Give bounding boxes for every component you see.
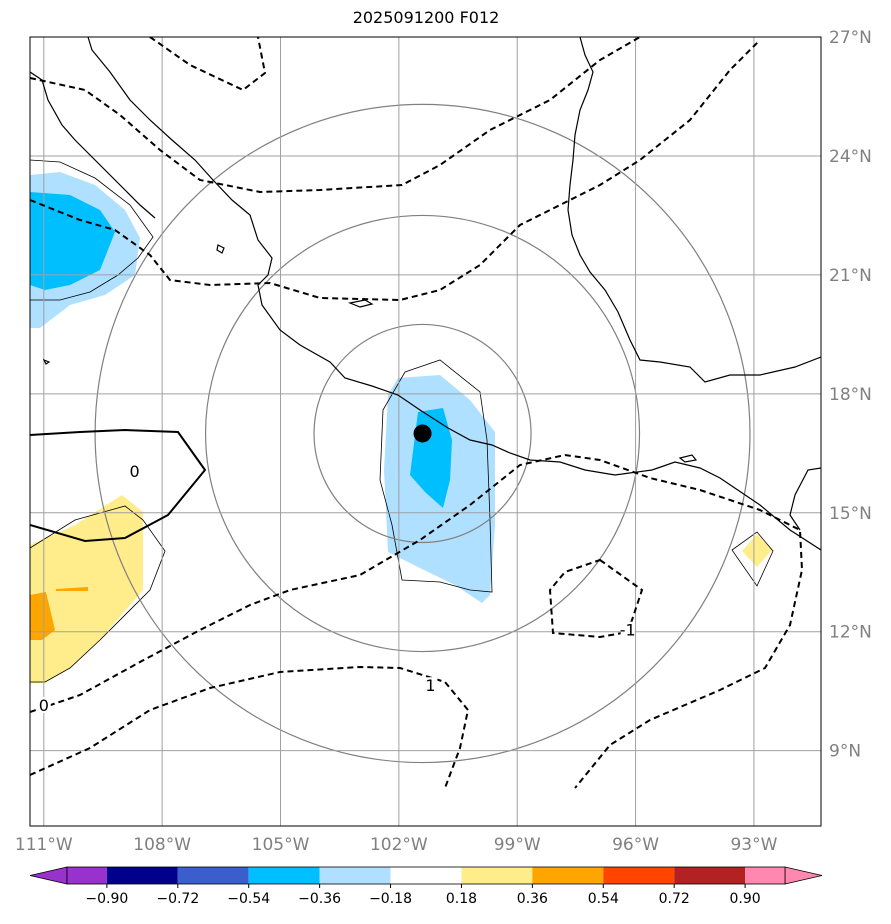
- lat-tick-label: 9°N: [829, 742, 861, 762]
- island-3: [678, 454, 698, 463]
- colorbar-label: 0.36: [517, 891, 548, 907]
- island-1: [216, 244, 225, 254]
- dashed-contours: [30, 37, 804, 789]
- contour-label: -1: [620, 621, 636, 640]
- colorbar-segment: [67, 867, 107, 884]
- contour-labels: 0 0 1 -1: [36, 462, 636, 715]
- contour-label: 0: [39, 696, 49, 715]
- contour-zero-solid: [30, 428, 207, 543]
- outline-e: [731, 531, 774, 587]
- contour-label-bg: [620, 621, 635, 638]
- lon-tick-label: 108°W: [133, 835, 191, 855]
- colorbar-segment: [319, 867, 391, 884]
- lat-tick-label: 15°N: [829, 504, 872, 524]
- contour-dashed-2: [149, 37, 267, 92]
- contour-label: 1: [425, 676, 435, 695]
- latitude-ticks: 27°N 24°N 21°N 18°N 15°N 12°N 9°N: [829, 28, 872, 762]
- range-ring: [94, 103, 751, 764]
- lat-tick-label: 21°N: [829, 266, 872, 286]
- shade-orange-sw: [30, 592, 55, 640]
- colorbar-extend-low: [29, 866, 68, 885]
- colorbar-label: 0.90: [730, 891, 761, 907]
- colorbar-label: −0.90: [85, 891, 128, 907]
- colorbar-label: −0.72: [156, 891, 199, 907]
- colorbar-label: 0.72: [659, 891, 690, 907]
- contour-label-bg: [423, 677, 438, 694]
- shade-yellow-e: [742, 534, 772, 567]
- colorbar-segment: [603, 867, 675, 884]
- colorbar-label: −0.18: [369, 891, 412, 907]
- colorbar-segment: [390, 867, 462, 884]
- colorbar-label: −0.54: [227, 891, 270, 907]
- colorbar-label: 0.54: [588, 891, 619, 907]
- coastline-baja: [30, 71, 156, 219]
- lat-tick-label: 24°N: [829, 147, 872, 167]
- colorbar-label: −0.36: [298, 891, 341, 907]
- contour-dashed-4: [30, 453, 804, 789]
- lon-tick-label: 105°W: [252, 835, 310, 855]
- lon-tick-label: 99°W: [494, 835, 541, 855]
- island-4: [42, 358, 51, 365]
- range-rings: [94, 103, 751, 764]
- contour-dashed-6: [548, 558, 644, 639]
- outline-nw: [30, 159, 154, 301]
- lon-tick-label: 93°W: [730, 835, 777, 855]
- coastline-gulf: [567, 37, 821, 383]
- coastlines: [30, 37, 821, 551]
- map-title: 2025091200 F012: [352, 8, 500, 27]
- contour-dashed-5: [30, 665, 470, 789]
- colorbar-frame: [66, 866, 786, 885]
- contour-label: 0: [129, 462, 139, 481]
- longitude-ticks: 111°W 108°W 105°W 102°W 99°W 96°W 93°W: [15, 835, 778, 855]
- outline-center: [379, 359, 493, 593]
- colorbar-segment: [461, 867, 533, 884]
- plot-frame: [29, 36, 822, 827]
- contour-label-bg: [127, 463, 142, 480]
- colorbar-segment: [674, 867, 746, 884]
- lon-tick-label: 102°W: [370, 835, 428, 855]
- contour-dashed-1: [30, 37, 641, 194]
- lat-tick-label: 12°N: [829, 623, 872, 643]
- range-ring: [313, 323, 532, 544]
- contour-dashed-3: [30, 39, 761, 302]
- coastline-east: [789, 467, 821, 531]
- colorbar-label: 0.18: [446, 891, 477, 907]
- lon-tick-label: 96°W: [612, 835, 659, 855]
- colorbar-segment: [532, 867, 604, 884]
- colorbar-segment: [106, 867, 178, 884]
- colorbar-segment: [177, 867, 249, 884]
- colorbar-segment: [745, 867, 785, 884]
- lat-tick-label: 27°N: [829, 28, 872, 48]
- shade-blue-nw: [30, 192, 115, 290]
- colorbar-segment: [248, 867, 320, 884]
- lon-tick-label: 111°W: [15, 835, 73, 855]
- lat-tick-label: 18°N: [829, 385, 872, 405]
- island-2: [347, 299, 374, 308]
- colorbar-extend-high: [784, 866, 823, 885]
- range-ring: [204, 214, 641, 653]
- colorbar: −0.90 −0.72 −0.54 −0.36 −0.18 0.18 0.36 0.54 0.7…: [29, 866, 823, 907]
- coastline-mexico-pacific: [87, 37, 821, 551]
- shade-orange-strip-sw: [56, 587, 88, 591]
- contour-label-bg: [36, 697, 51, 714]
- storm-center-marker: [413, 424, 432, 443]
